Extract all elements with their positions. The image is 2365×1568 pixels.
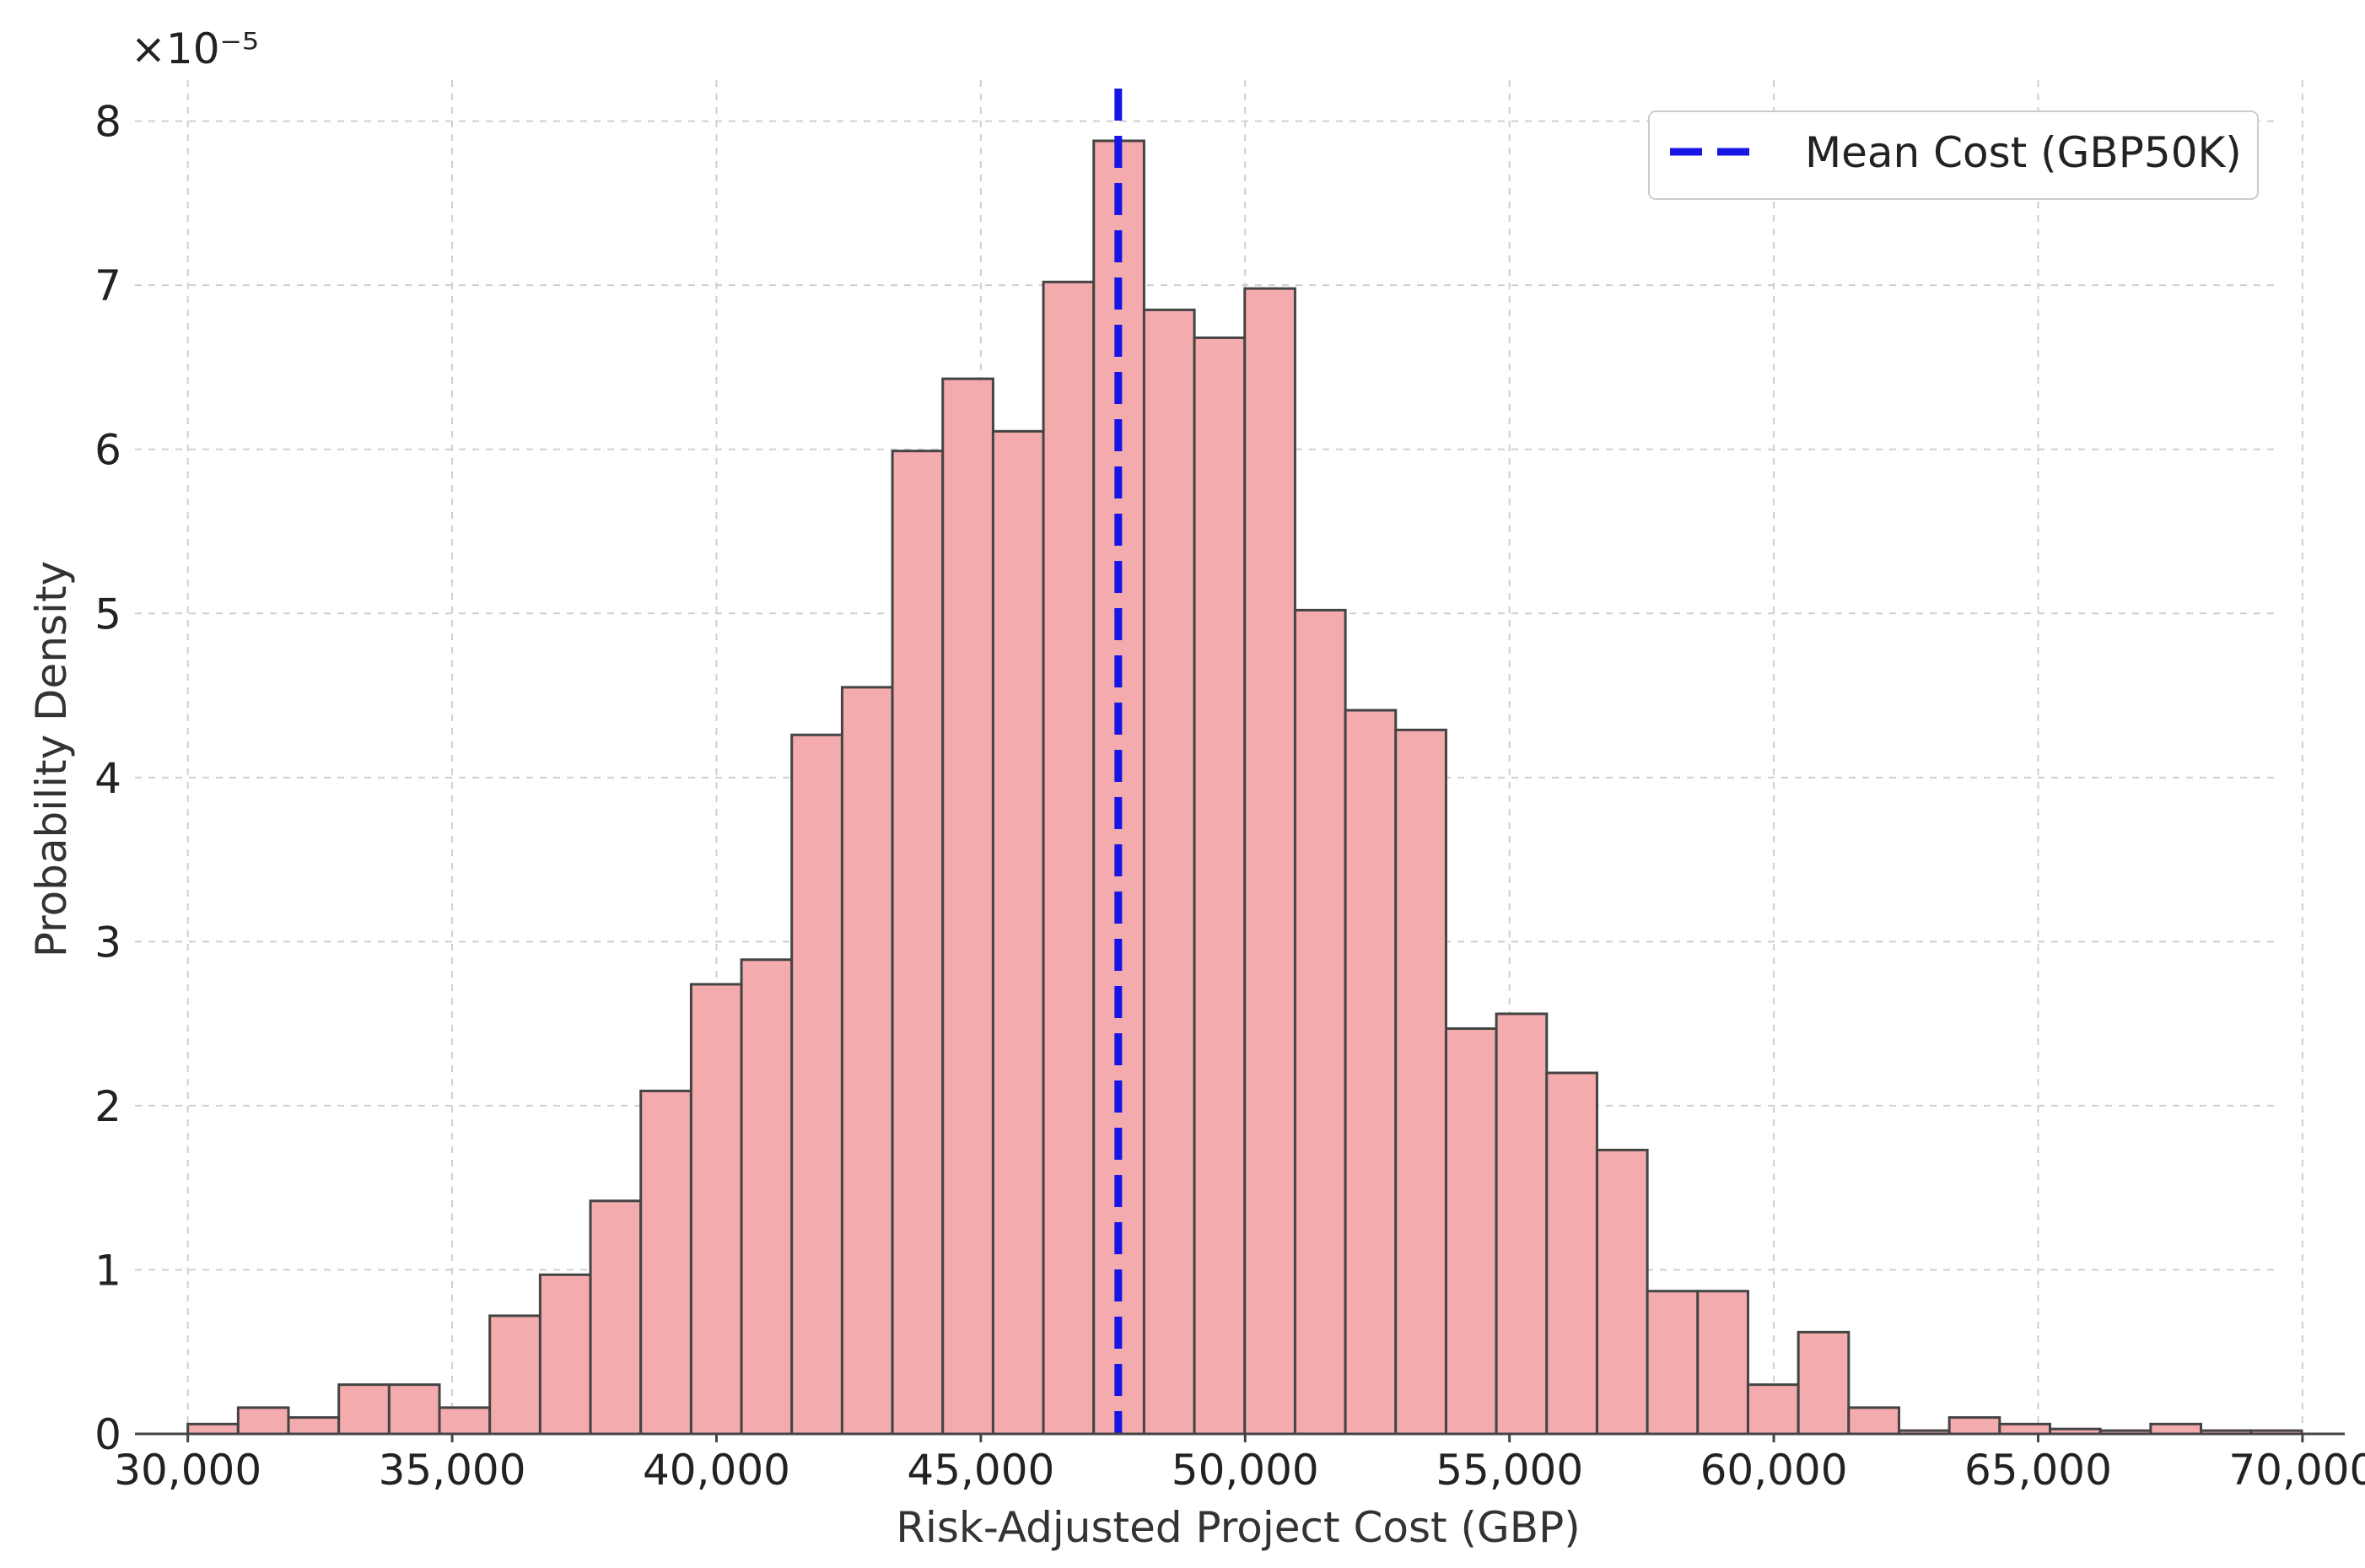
histogram-bar [1243,287,1296,1436]
y-tick-label: 7 [94,261,121,310]
histogram-bar [689,983,743,1436]
histogram-bar [236,1406,290,1436]
histogram-bar [2149,1422,2203,1436]
histogram-bar [387,1383,441,1436]
histogram-bar [1545,1071,1598,1436]
x-axis-ticks: 30,000 35,000 40,000 45,000 50,000 55,000 60,0… [114,1434,2365,1495]
histogram-bar [840,686,894,1436]
x-tick-label: 45,000 [907,1446,1054,1495]
histogram-bar [186,1422,240,1436]
histogram-bar [941,377,994,1436]
histogram-bar [991,429,1045,1436]
histogram-bar [589,1199,643,1436]
histogram-bar [1646,1290,1700,1436]
histogram-bar [1595,1148,1649,1436]
histogram-bar [1394,728,1447,1436]
x-tick-label: 30,000 [114,1446,261,1495]
histogram-bar [1293,608,1347,1436]
legend-box [1648,110,2259,200]
histogram-bar [1444,1026,1498,1436]
y-tick-label: 2 [94,1082,121,1131]
y-axis-title: Probability Density [27,561,76,957]
y-axis-ticks: 0 1 2 3 4 5 6 7 8 [94,98,121,1459]
histogram-bar [1344,709,1398,1436]
histogram-bar [488,1314,541,1436]
histogram-bar [790,733,843,1436]
histogram-bar [639,1089,692,1436]
histogram-bar [1797,1330,1851,1436]
y-tick-label: 1 [94,1246,121,1295]
x-tick-label: 35,000 [379,1446,526,1495]
histogram-bars [186,139,2303,1436]
histogram-bar [891,450,945,1436]
y-tick-label: 4 [94,754,121,803]
y-tick-label: 3 [94,918,121,967]
y-tick-label: 5 [94,590,121,639]
histogram-bar [538,1273,592,1436]
legend: Mean Cost (GBP50K) [1648,110,2259,200]
histogram-bar [1847,1406,1900,1436]
y-tick-label: 0 [94,1410,121,1459]
y-axis-multiplier: ×10⁻⁵ [131,24,259,73]
x-tick-label: 50,000 [1172,1446,1319,1495]
histogram-bar [1142,308,1196,1436]
histogram-bar [337,1383,391,1436]
x-tick-label: 40,000 [643,1446,790,1495]
x-tick-label: 60,000 [1700,1446,1848,1495]
histogram-bar [1696,1290,1749,1436]
x-tick-label: 70,000 [2228,1446,2365,1495]
histogram-bar [1998,1422,2051,1436]
legend-label-mean-cost: Mean Cost (GBP50K) [1805,128,2242,177]
x-tick-label: 55,000 [1436,1446,1583,1495]
histogram-bar [287,1416,341,1436]
histogram-bar [1495,1012,1549,1436]
histogram-bar [438,1406,492,1436]
histogram-bar [740,958,794,1436]
x-tick-label: 65,000 [1964,1446,2112,1495]
y-tick-label: 6 [94,426,121,475]
histogram-bar [1746,1383,1800,1436]
x-axis-title: Risk-Adjusted Project Cost (GBP) [896,1503,1581,1552]
histogram-bar [1042,280,1096,1436]
histogram-bar [1193,336,1247,1436]
y-tick-label: 8 [94,98,121,147]
histogram-bar [1947,1416,2001,1436]
